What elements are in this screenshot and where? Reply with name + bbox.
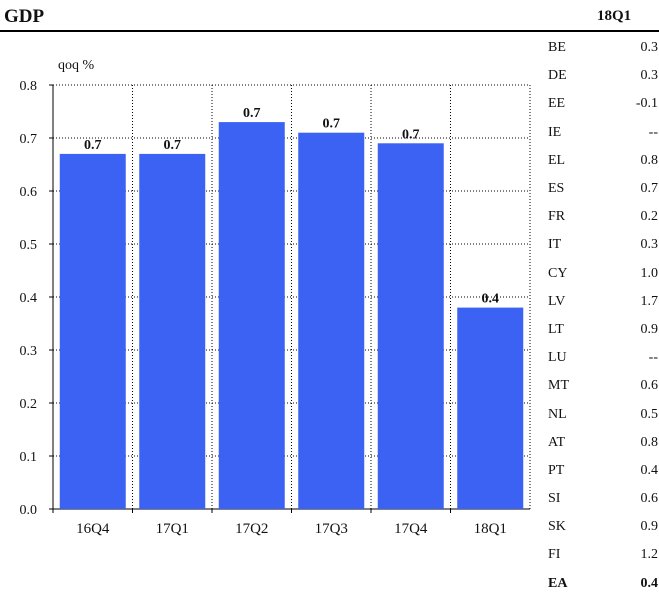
table-row: IE -- (548, 119, 658, 147)
country-code: PT (548, 462, 565, 478)
bar-data-label: 0.7 (323, 117, 341, 132)
country-value: 0.6 (640, 378, 659, 394)
title-rule (0, 30, 659, 32)
bar-data-label: 0.4 (482, 292, 500, 307)
country-value: 0.6 (640, 491, 659, 507)
country-value: 0.8 (640, 152, 659, 168)
country-code: EA (548, 575, 568, 591)
country-code: AT (548, 434, 566, 450)
country-code: NL (548, 406, 567, 422)
table-row: MT 0.6 (548, 372, 658, 400)
bar (218, 122, 285, 509)
y-tick-label: 0.6 (20, 185, 38, 200)
table-period-header: 18Q1 (597, 8, 632, 24)
table-row: DE 0.3 (548, 62, 658, 90)
country-code: IE (548, 124, 562, 140)
bar (139, 153, 206, 509)
bar-data-label: 0.7 (243, 106, 261, 121)
country-value: 0.3 (640, 237, 659, 253)
country-value: 1.7 (640, 293, 659, 309)
y-tick-label: 0.8 (20, 79, 38, 94)
y-unit-label: qoq % (58, 58, 95, 73)
bar (298, 132, 365, 509)
country-code: SI (548, 491, 561, 507)
country-code: LU (548, 350, 567, 366)
country-code: CY (548, 265, 568, 281)
bar (59, 153, 126, 509)
y-tick-label: 0.7 (20, 132, 38, 147)
table-row: EA 0.4 (548, 570, 658, 598)
country-value: 0.3 (640, 68, 659, 84)
gdp-bar-chart: 0.0 0.1 0.2 0.3 0.4 0.5 0.6 0.7 0.8 qoq % 0.7 16Q4 0… (20, 58, 531, 537)
country-code: LV (548, 293, 566, 309)
country-code: EL (548, 152, 566, 168)
y-tick-label: 0.1 (20, 450, 38, 465)
country-code: SK (548, 519, 566, 535)
chart-title: GDP (4, 6, 45, 27)
table-row: EE -0.1 (548, 90, 658, 118)
bar-data-label: 0.7 (164, 138, 182, 153)
y-tick-label: 0.5 (20, 238, 38, 253)
country-code: ES (548, 181, 565, 197)
table-row: AT 0.8 (548, 429, 658, 457)
table-row: FI 1.2 (548, 541, 658, 569)
bar (457, 307, 524, 509)
country-value: 0.4 (640, 575, 659, 591)
table-row: BE 0.3 (548, 34, 658, 62)
table-row: IT 0.3 (548, 231, 658, 259)
table-row: SK 0.9 (548, 513, 658, 541)
bar-data-label: 0.7 (402, 127, 420, 142)
country-value: 0.2 (640, 209, 659, 225)
country-value: 0.9 (640, 321, 659, 337)
table-row: EL 0.8 (548, 147, 658, 175)
country-code: IT (548, 237, 562, 253)
country-growth-table: BE 0.3 DE 0.3 EE -0.1 IE -- EL 0.8 ES 0.7 FR 0.2 IT 0.3… (548, 34, 658, 598)
country-value: 0.8 (640, 434, 659, 450)
table-row: FR 0.2 (548, 203, 658, 231)
table-row: NL 0.5 (548, 400, 658, 428)
table-row: CY 1.0 (548, 260, 658, 288)
country-value: 1.0 (640, 265, 659, 281)
table-row: LU -- (548, 344, 658, 372)
country-code: EE (548, 96, 566, 112)
country-code: DE (548, 68, 567, 84)
table-row: SI 0.6 (548, 485, 658, 513)
table-row: ES 0.7 (548, 175, 658, 203)
country-value: 1.2 (640, 547, 659, 563)
country-code: FI (548, 547, 561, 563)
y-tick-label: 0.4 (20, 291, 38, 306)
country-value: 0.7 (640, 181, 659, 197)
country-value: 0.9 (640, 519, 659, 535)
x-tick-label: 17Q3 (315, 521, 348, 537)
country-value: 0.5 (640, 406, 659, 422)
bar-data-label: 0.7 (84, 138, 102, 153)
x-tick-label: 17Q2 (235, 521, 268, 537)
country-value: -- (648, 124, 658, 140)
x-tick-label: 17Q4 (394, 521, 428, 537)
country-code: FR (548, 209, 566, 225)
country-code: BE (548, 40, 566, 56)
y-tick-label: 0.0 (20, 503, 38, 518)
country-code: LT (548, 321, 564, 337)
bar (377, 143, 444, 510)
country-value: -- (648, 350, 658, 366)
country-value: -0.1 (635, 96, 658, 112)
y-tick-label: 0.3 (20, 344, 38, 359)
x-tick-label: 17Q1 (156, 521, 189, 537)
x-tick-label: 18Q1 (474, 521, 507, 537)
country-value: 0.4 (640, 462, 659, 478)
table-row: LV 1.7 (548, 288, 658, 316)
country-value: 0.3 (640, 40, 659, 56)
x-tick-label: 16Q4 (76, 521, 110, 537)
table-row: PT 0.4 (548, 457, 658, 485)
country-code: MT (548, 378, 569, 394)
table-row: LT 0.9 (548, 316, 658, 344)
y-tick-label: 0.2 (20, 397, 38, 412)
